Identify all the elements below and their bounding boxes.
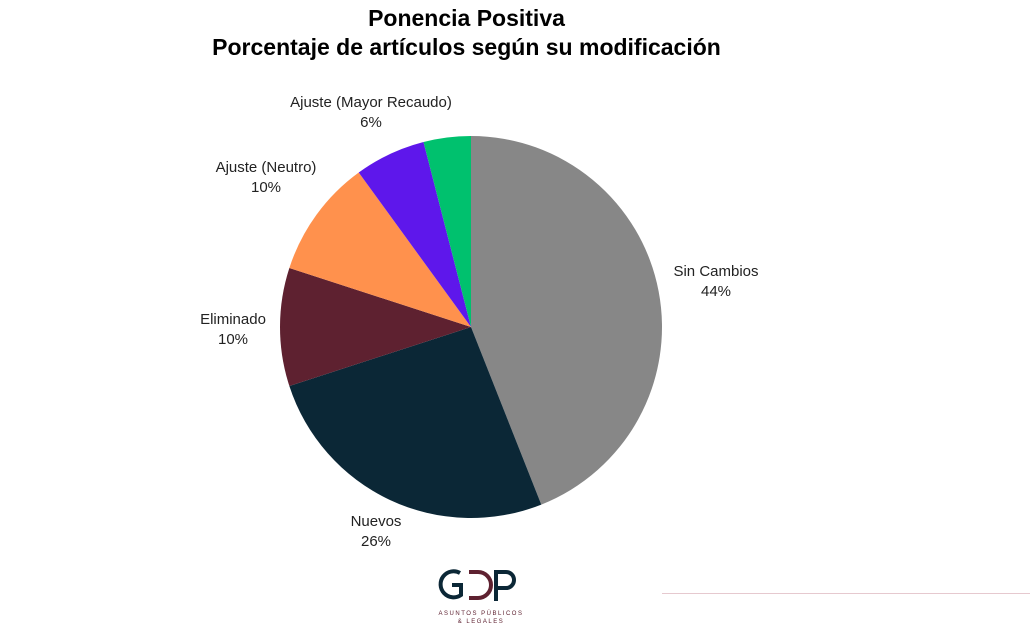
slice-value-label: 10% [218,331,248,348]
slice-value-label: 26% [361,533,391,550]
slice-category-label: Eliminado [200,311,266,328]
pie-slice [289,172,471,327]
slice-category-label: Ajuste (Neutro) [216,159,317,176]
slice-value-label: 6% [360,114,382,131]
gdp-logo: ASUNTOS PÚBLICOS & LEGALES [436,565,526,626]
pie-slice [423,136,471,327]
divider-line [662,593,1030,594]
slice-value-label: 10% [251,179,281,196]
slice-category-label: Nuevos [351,513,402,530]
pie-slice [279,267,471,387]
slice-category-label: Ajuste (Mayor Recaudo) [290,94,452,111]
chart-subtitle: Porcentaje de artículos según su modific… [212,34,721,60]
pie-slice [289,327,542,518]
slice-category-label: Sin Cambios [673,263,758,280]
pie-slice [471,136,662,505]
logo-tagline: ASUNTOS PÚBLICOS & LEGALES [438,611,524,625]
slice-value-label: 44% [701,283,731,300]
pie-slice [358,142,471,327]
chart-title: Ponencia Positiva [368,5,565,31]
gdp-logo-mark [438,569,516,601]
